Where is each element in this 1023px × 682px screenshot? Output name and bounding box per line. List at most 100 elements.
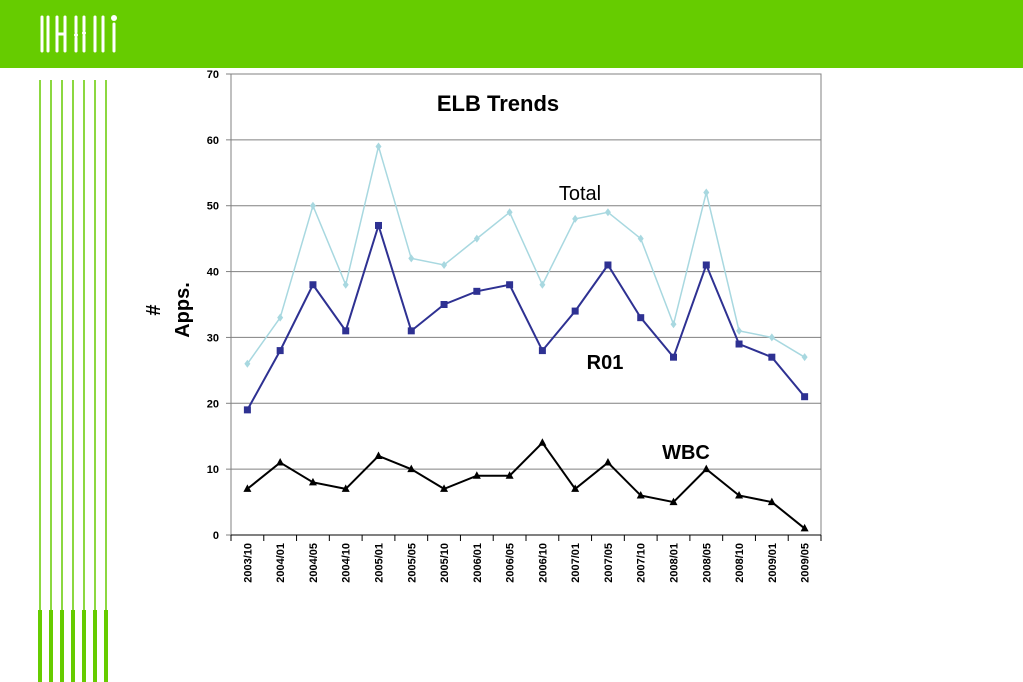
data-point-wbc — [341, 484, 350, 492]
data-point-r01 — [670, 353, 677, 361]
x-axis: 2003/10 2004/01 2004/05 2004/10 2005/01 2005/… — [230, 534, 822, 583]
series-line-total — [246, 143, 805, 365]
data-point-r01 — [571, 307, 579, 315]
x-tick-label: 2007/10 — [636, 543, 648, 583]
data-point-r01 — [538, 347, 546, 355]
data-point-total — [768, 333, 775, 342]
series-r01 — [243, 221, 809, 414]
data-point-total — [506, 208, 513, 217]
y-tick-label: 30 — [207, 332, 219, 344]
data-point-wbc — [636, 490, 645, 499]
data-point-wbc — [735, 490, 744, 499]
data-point-r01 — [735, 340, 743, 348]
y-axis-title: # Apps. — [143, 282, 194, 338]
nsf-logo-icon — [40, 15, 117, 53]
y-tick-label: 60 — [207, 135, 219, 147]
data-point-total — [736, 326, 743, 335]
y-tick-label: 10 — [207, 464, 219, 476]
data-point-r01 — [440, 301, 448, 308]
data-point-total — [375, 142, 382, 151]
y-tick-label: 50 — [207, 201, 219, 213]
data-point-wbc — [603, 458, 612, 466]
data-point-total — [277, 313, 284, 322]
data-point-total — [473, 234, 480, 243]
data-point-wbc — [767, 497, 776, 506]
x-tick-label: 2004/01 — [275, 543, 287, 583]
data-point-total — [539, 280, 546, 289]
x-tick-label: 2008/10 — [734, 543, 746, 583]
x-tick-label: 2009/01 — [767, 543, 779, 583]
x-tick-label: 2009/05 — [800, 543, 812, 583]
data-point-total — [244, 359, 251, 368]
data-point-total — [604, 208, 611, 217]
series-line-wbc — [246, 441, 806, 530]
y-tick-label: 40 — [207, 267, 219, 279]
x-tick-label: 2005/05 — [406, 543, 418, 583]
x-tick-label: 2006/10 — [537, 543, 549, 583]
series-wbc — [243, 438, 809, 532]
data-point-r01 — [407, 327, 415, 335]
data-point-total — [309, 201, 316, 210]
data-point-r01 — [375, 221, 382, 229]
x-tick-label: 2005/01 — [374, 543, 386, 583]
data-point-r01 — [243, 406, 251, 414]
y-tick-label: 0 — [213, 530, 219, 542]
data-point-wbc — [505, 471, 514, 479]
series-label-wbc: WBC — [662, 442, 710, 464]
data-point-r01 — [276, 347, 284, 355]
data-point-r01 — [637, 314, 645, 322]
data-point-total — [572, 214, 579, 223]
data-point-total — [408, 254, 415, 263]
data-point-wbc — [669, 497, 678, 506]
data-point-r01 — [604, 261, 612, 269]
data-point-wbc — [276, 458, 285, 466]
grid-lines — [231, 73, 821, 470]
x-tick-label: 2006/05 — [505, 543, 517, 583]
data-point-total — [670, 320, 677, 329]
data-point-r01 — [801, 393, 809, 401]
data-point-r01 — [473, 287, 481, 295]
data-point-r01 — [342, 327, 350, 335]
decorative-lines — [38, 80, 108, 682]
data-point-r01 — [702, 261, 710, 269]
x-tick-label: 2004/10 — [341, 543, 353, 583]
y-axis-title-line-1: # — [143, 304, 165, 315]
data-point-r01 — [506, 281, 514, 289]
chart-title: ELB Trends — [437, 91, 559, 116]
data-point-wbc — [702, 464, 711, 473]
data-point-total — [637, 234, 644, 243]
data-point-wbc — [308, 477, 317, 486]
x-tick-label: 2006/01 — [472, 543, 484, 583]
data-point-wbc — [538, 438, 547, 446]
data-point-total — [801, 353, 808, 362]
data-point-wbc — [571, 484, 580, 492]
data-point-total — [441, 260, 448, 269]
series-line-r01 — [246, 222, 806, 411]
series-layer — [243, 142, 809, 532]
data-point-wbc — [800, 523, 809, 532]
data-point-total — [703, 188, 710, 197]
data-point-r01 — [768, 353, 776, 361]
data-point-total — [342, 280, 349, 289]
data-point-wbc — [407, 464, 416, 473]
header-bar — [0, 0, 1023, 68]
data-point-wbc — [472, 471, 481, 479]
x-tick-label: 2007/05 — [603, 543, 615, 583]
x-tick-label: 2008/01 — [669, 543, 681, 583]
x-tick-label: 2003/10 — [242, 543, 254, 583]
series-label-r01: R01 — [587, 352, 624, 374]
y-tick-label: 20 — [207, 398, 219, 410]
data-point-r01 — [309, 281, 317, 289]
x-tick-label: 2005/10 — [439, 543, 451, 583]
y-axis: 0 10 20 30 40 50 60 70 — [207, 69, 231, 542]
x-tick-label: 2004/05 — [308, 543, 320, 583]
data-point-wbc — [374, 451, 383, 459]
data-point-wbc — [440, 484, 449, 492]
x-tick-label: 2007/01 — [570, 543, 582, 583]
series-total — [244, 142, 808, 368]
y-tick-label: 70 — [207, 69, 219, 81]
x-tick-label: 2008/05 — [701, 543, 713, 583]
y-axis-title-line-2: Apps. — [172, 282, 194, 338]
data-point-wbc — [243, 484, 252, 492]
